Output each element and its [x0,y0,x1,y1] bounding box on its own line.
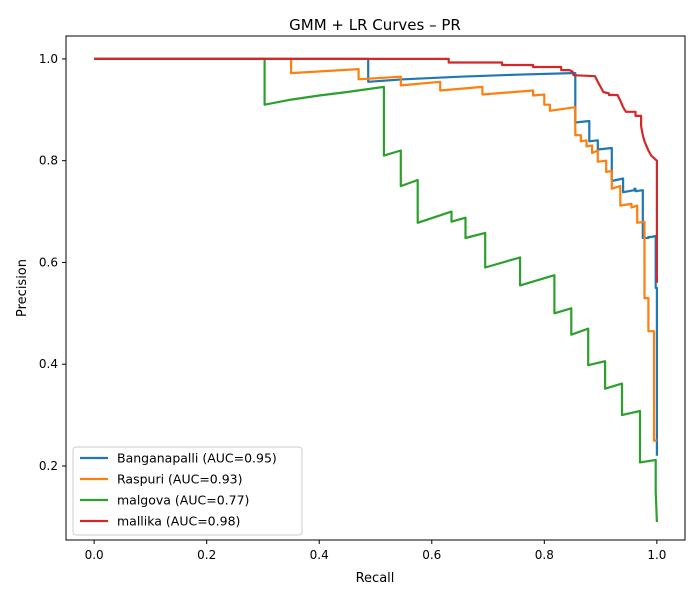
series-layer [94,57,659,523]
legend-label: Banganapalli (AUC=0.95) [117,451,277,466]
plot-area-frame [65,35,686,541]
legend-label: mallika (AUC=0.98) [117,514,240,529]
y-axis-label: Precision [15,259,30,317]
y-tick-label: 0.8 [39,154,58,168]
legend: Banganapalli (AUC=0.95) Raspuri (AUC=0.93… [72,446,303,536]
y-tick-label: 1.0 [39,52,58,66]
x-tick-label: 1.0 [647,548,666,562]
x-tick-label: 0.6 [422,548,441,562]
x-tick-label: 0.4 [310,548,329,562]
y-tick-label: 0.6 [39,255,58,269]
chart-title: GMM + LR Curves – PR [289,16,461,34]
y-tick-label: 0.4 [39,357,58,371]
y-tick-label: 0.2 [39,459,58,473]
x-tick-label: 0.2 [197,548,216,562]
series-line-raspuri [94,57,657,442]
series-line-mallika [94,57,659,283]
x-axis-label: Recall [356,571,395,586]
legend-box [72,446,303,536]
series-line-banganapalli [94,57,659,456]
legend-label: malgova (AUC=0.77) [117,493,249,508]
y-axis: 0.2 0.4 0.6 0.8 1.0 [39,52,66,473]
x-tick-label: 0.8 [535,548,554,562]
x-axis: 0.0 0.2 0.4 0.6 0.8 1.0 [85,540,666,562]
x-tick-label: 0.0 [85,548,104,562]
series-line-malgova [94,57,658,523]
legend-label: Raspuri (AUC=0.93) [117,472,243,487]
